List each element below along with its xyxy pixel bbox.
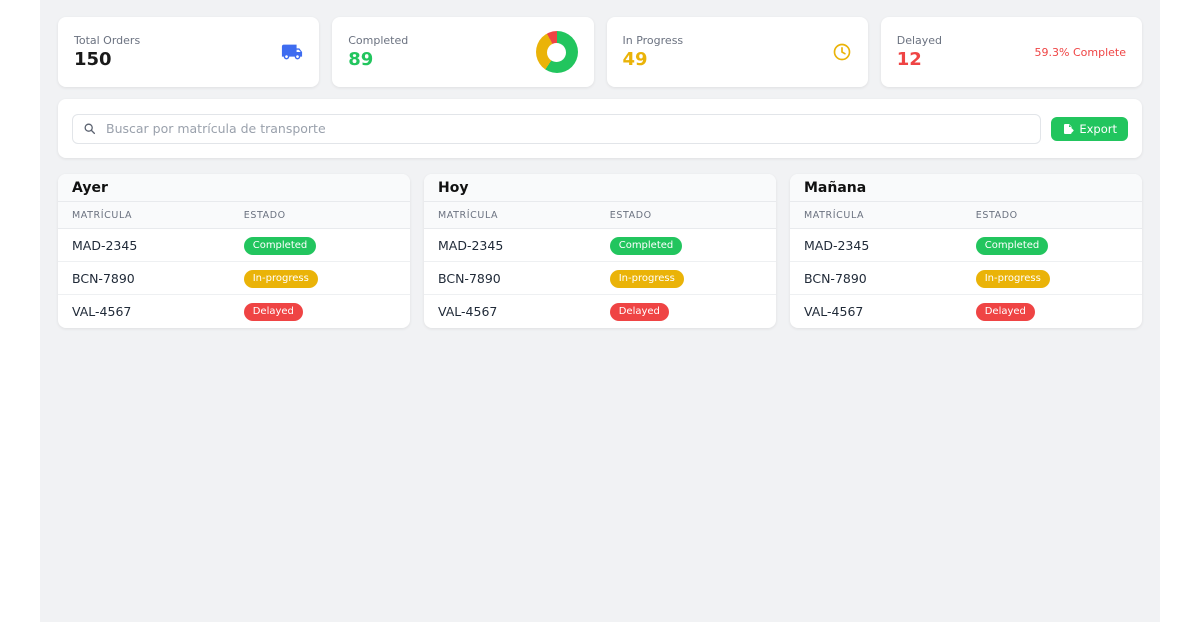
table-row: MAD-2345 Completed <box>58 229 410 262</box>
stat-value: 89 <box>348 49 374 71</box>
status-badge: In-progress <box>243 269 318 288</box>
table-row: BCN-7890 In-progress <box>58 262 410 295</box>
column-header-matricula: MATRÍCULA <box>438 209 499 221</box>
column-header-matricula: MATRÍCULA <box>72 209 133 221</box>
matricula-cell: MAD-2345 <box>438 237 504 253</box>
search-icon <box>83 122 96 135</box>
status-badge: Completed <box>609 236 683 255</box>
clock-icon <box>832 42 852 62</box>
matricula-cell: VAL-4567 <box>438 304 498 319</box>
percent-complete-note: 59.3% Complete <box>1034 45 1126 59</box>
status-badge: Delayed <box>975 303 1035 321</box>
matricula-cell: MAD-2345 <box>804 237 870 253</box>
stat-value: 12 <box>896 49 922 71</box>
column-header-matricula: MATRÍCULA <box>804 209 865 221</box>
stat-label: Completed <box>348 34 409 48</box>
table-card-hoy: Hoy MATRÍCULA ESTADO MAD-2345 Completed … <box>424 174 776 328</box>
table-title: Hoy <box>424 174 776 202</box>
table-title: Mañana <box>790 174 1142 202</box>
stat-label: In Progress <box>622 34 684 48</box>
search-card: Export <box>58 99 1142 158</box>
donut-chart-icon <box>535 31 578 73</box>
status-badge: In-progress <box>609 269 684 288</box>
column-header-estado: ESTADO <box>975 209 1018 221</box>
matricula-cell: VAL-4567 <box>804 304 864 319</box>
stat-card-completed: Completed 89 <box>332 17 594 87</box>
table-row: MAD-2345 Completed <box>790 229 1142 262</box>
matricula-cell: BCN-7890 <box>72 270 135 286</box>
stat-card-in-progress: In Progress 49 <box>606 17 868 87</box>
stat-label: Total Orders <box>74 34 141 48</box>
truck-icon <box>281 41 303 63</box>
table-row: BCN-7890 In-progress <box>424 262 776 295</box>
search-input[interactable] <box>104 120 1031 137</box>
file-export-icon <box>1062 123 1074 135</box>
column-header-estado: ESTADO <box>243 209 286 221</box>
status-badge: In-progress <box>975 269 1050 288</box>
table-row: VAL-4567 Delayed <box>424 295 776 328</box>
table-card-ayer: Ayer MATRÍCULA ESTADO MAD-2345 Completed… <box>58 174 410 328</box>
status-badge: Completed <box>243 236 317 255</box>
matricula-cell: BCN-7890 <box>804 270 867 286</box>
matricula-cell: VAL-4567 <box>72 304 132 319</box>
stat-value: 150 <box>74 49 112 71</box>
matricula-cell: BCN-7890 <box>438 270 501 286</box>
search-box[interactable] <box>72 113 1042 144</box>
stat-card-total-orders: Total Orders 150 <box>58 17 320 87</box>
column-header-estado: ESTADO <box>609 209 652 221</box>
export-button[interactable]: Export <box>1051 116 1128 141</box>
status-badge: Delayed <box>609 303 669 321</box>
tables-row: Ayer MATRÍCULA ESTADO MAD-2345 Completed… <box>58 174 1142 328</box>
table-row: VAL-4567 Delayed <box>790 295 1142 328</box>
stat-label: Delayed <box>896 34 943 48</box>
table-row: BCN-7890 In-progress <box>790 262 1142 295</box>
table-card-manana: Mañana MATRÍCULA ESTADO MAD-2345 Complet… <box>790 174 1142 328</box>
stats-row: Total Orders 150 Completed 89 In Progres… <box>58 17 1142 87</box>
stat-value: 49 <box>622 49 648 71</box>
stat-card-delayed: Delayed 12 59.3% Complete <box>880 17 1142 87</box>
table-row: MAD-2345 Completed <box>424 229 776 262</box>
table-row: VAL-4567 Delayed <box>58 295 410 328</box>
status-badge: Completed <box>975 236 1049 255</box>
dashboard-panel: Total Orders 150 Completed 89 In Progres… <box>40 0 1160 622</box>
status-badge: Delayed <box>243 303 303 321</box>
table-title: Ayer <box>58 174 410 202</box>
export-button-label: Export <box>1079 121 1117 136</box>
matricula-cell: MAD-2345 <box>72 237 138 253</box>
